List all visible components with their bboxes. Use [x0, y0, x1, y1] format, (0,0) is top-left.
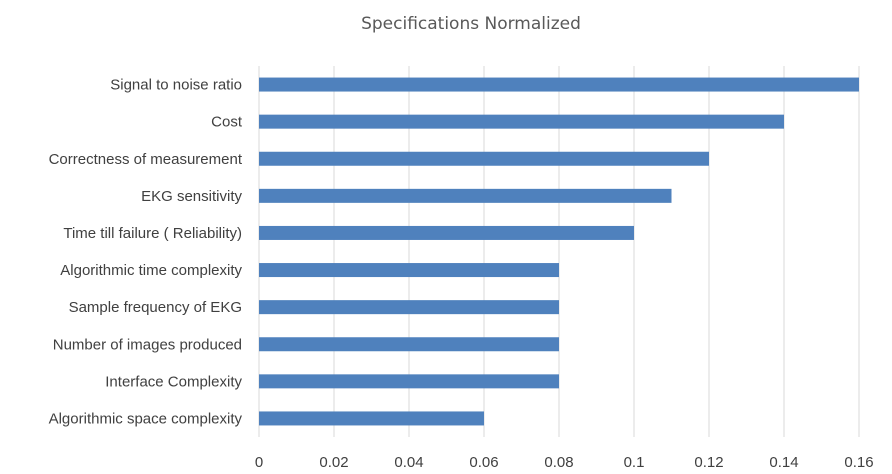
bar [259, 188, 672, 203]
x-axis-ticks: 0 0.02 0.04 0.06 0.08 0.1 0.12 0.14 0.16 [255, 454, 874, 471]
x-tick-label: 0.16 [844, 454, 873, 471]
x-tick-label: 0.14 [769, 454, 798, 471]
category-label: Number of images produced [53, 336, 242, 353]
x-tick-label: 0.08 [544, 454, 573, 471]
x-tick-label: 0.12 [694, 454, 723, 471]
category-label: Algorithmic space complexity [49, 410, 243, 427]
bar [259, 263, 559, 278]
category-labels: Signal to noise ratio Cost Correctness of … [49, 77, 243, 428]
category-label: Sample frequency of EKG [69, 299, 242, 316]
x-tick-label: 0.06 [469, 454, 498, 471]
category-label: Signal to noise ratio [110, 77, 242, 94]
bars [259, 77, 859, 426]
category-label: Algorithmic time complexity [60, 262, 242, 279]
chart-title: Specifications Normalized [361, 14, 581, 34]
bar [259, 300, 559, 315]
x-tick-label: 0 [255, 454, 263, 471]
x-tick-label: 0.04 [394, 454, 423, 471]
category-label: Interface Complexity [105, 373, 242, 390]
bar [259, 225, 634, 240]
bar [259, 114, 784, 129]
bar [259, 337, 559, 352]
category-label: EKG sensitivity [141, 188, 242, 205]
bar [259, 411, 484, 426]
category-label: Cost [211, 114, 243, 131]
category-label: Correctness of measurement [49, 151, 243, 168]
x-tick-label: 0.02 [319, 454, 348, 471]
bar [259, 374, 559, 389]
x-tick-label: 0.1 [624, 454, 645, 471]
bar [259, 77, 859, 92]
bar [259, 151, 709, 166]
category-label: Time till failure ( Reliability) [63, 225, 242, 242]
